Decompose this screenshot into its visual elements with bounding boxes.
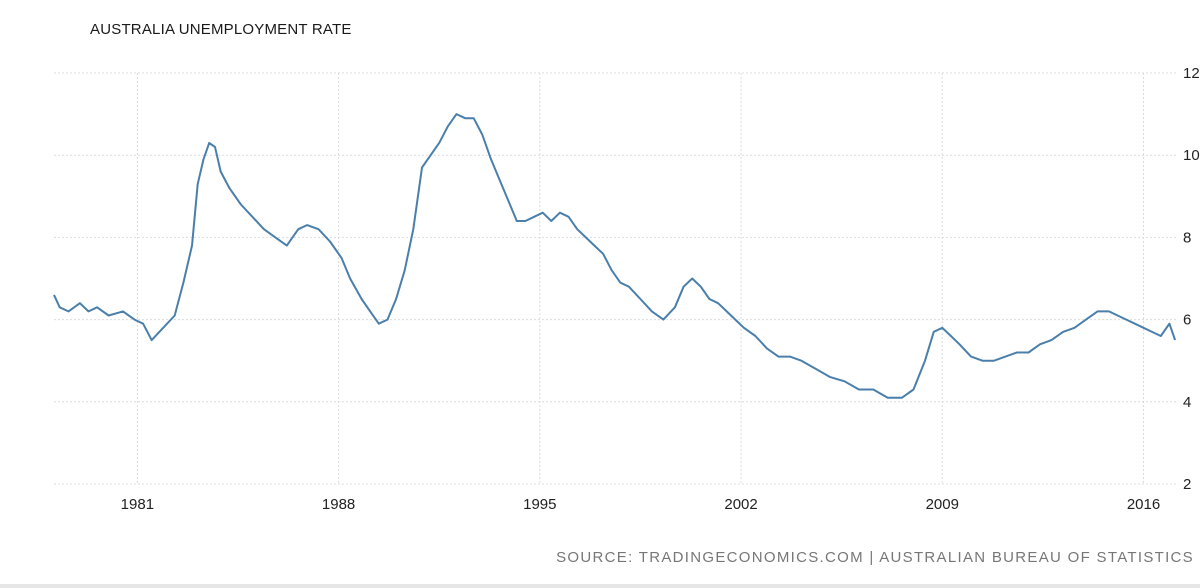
y-tick-label: 4 bbox=[1183, 394, 1191, 411]
y-tick-label: 2 bbox=[1183, 476, 1191, 493]
unemployment-rate-line bbox=[53, 113, 1177, 399]
y-tick-label: 10 bbox=[1183, 147, 1200, 164]
bottom-border bbox=[0, 584, 1200, 588]
x-tick-label: 1981 bbox=[121, 496, 154, 513]
source-attribution: SOURCE: TRADINGECONOMICS.COM | AUSTRALIA… bbox=[556, 549, 1194, 566]
x-tick-label: 1995 bbox=[523, 496, 556, 513]
x-tick-label: 2002 bbox=[724, 496, 757, 513]
x-tick-label: 2009 bbox=[926, 496, 959, 513]
y-tick-label: 12 bbox=[1183, 65, 1200, 82]
grid-lines bbox=[54, 72, 1178, 485]
y-tick-label: 6 bbox=[1183, 312, 1191, 329]
y-tick-label: 8 bbox=[1183, 229, 1191, 246]
x-tick-label: 1988 bbox=[322, 496, 355, 513]
x-tick-label: 2016 bbox=[1127, 496, 1160, 513]
x-axis-tick-labels: 1981 1988 1995 2002 2009 2016 bbox=[121, 496, 1161, 513]
y-axis-tick-labels: 2 4 6 8 10 12 bbox=[1183, 65, 1200, 493]
chart-title: AUSTRALIA UNEMPLOYMENT RATE bbox=[90, 21, 352, 38]
